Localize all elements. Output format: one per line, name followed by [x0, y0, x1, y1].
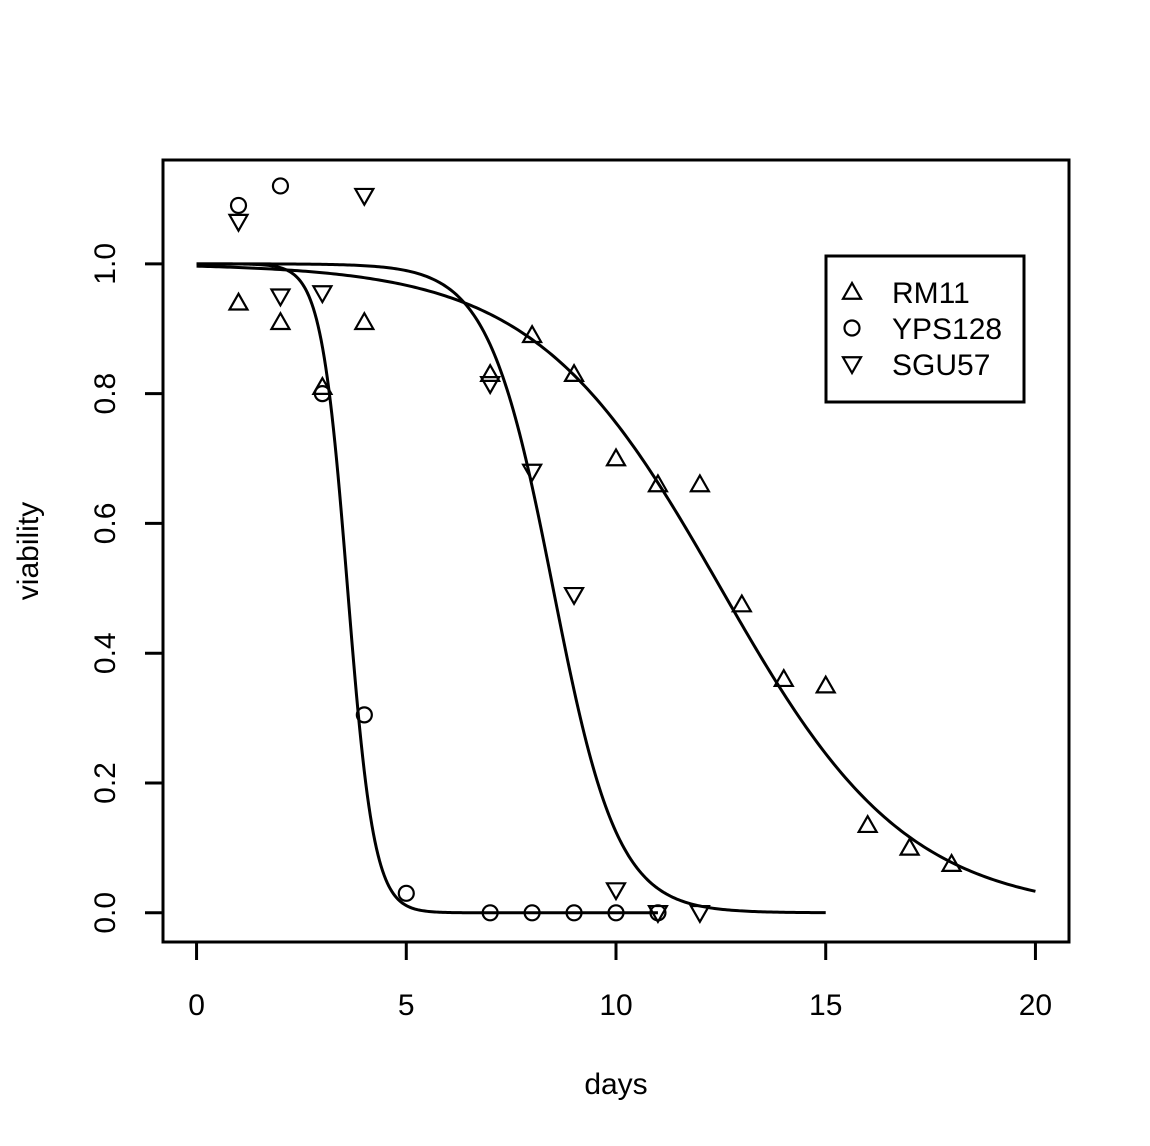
data-point-rm11 — [563, 362, 585, 383]
data-point-rm11 — [479, 362, 502, 383]
data-point-rm11 — [856, 813, 879, 834]
data-point-sgu57 — [353, 187, 376, 207]
data-point-rm11 — [688, 473, 711, 493]
data-point-rm11 — [521, 324, 544, 344]
data-point-sgu57 — [269, 288, 292, 308]
data-point-yps128 — [523, 904, 541, 922]
y-tick-label: 0.4 — [89, 632, 122, 674]
data-point-yps128 — [607, 904, 625, 922]
fit-curve-sgu57 — [196, 262, 826, 915]
data-point-rm11 — [772, 667, 795, 688]
x-tick-label: 20 — [1019, 989, 1052, 1022]
data-point-yps128 — [565, 904, 583, 922]
legend-label-yps128: YPS128 — [892, 313, 1002, 346]
data-point-sgu57 — [521, 463, 544, 483]
x-tick-label: 5 — [398, 989, 415, 1022]
data-point-rm11 — [940, 852, 963, 872]
data-point-sgu57 — [227, 213, 250, 233]
data-point-rm11 — [730, 593, 753, 613]
data-point-sgu57 — [605, 882, 627, 902]
legend-marker-sgu57 — [841, 356, 863, 376]
y-tick-label: 1.0 — [89, 243, 122, 285]
y-tick-label: 0.8 — [89, 373, 122, 415]
data-point-rm11 — [605, 447, 627, 467]
x-tick-label: 0 — [188, 989, 205, 1022]
data-point-rm11 — [814, 674, 837, 694]
data-point-rm11 — [647, 473, 669, 493]
data-point-sgu57 — [563, 586, 585, 607]
data-point-yps128 — [313, 385, 331, 403]
data-point-yps128 — [271, 177, 290, 195]
y-axis-label: viability — [12, 502, 45, 600]
fit-curve-yps128 — [196, 262, 658, 915]
data-point-yps128 — [481, 904, 499, 922]
fit-curve-rm11 — [196, 264, 1036, 893]
data-point-sgu57 — [647, 904, 669, 925]
data-point-sgu57 — [311, 285, 334, 305]
x-tick-label: 10 — [599, 989, 632, 1022]
legend-marker-yps128 — [843, 319, 861, 337]
data-point-rm11 — [353, 311, 376, 331]
data-point-rm11 — [269, 311, 292, 331]
data-point-yps128 — [355, 706, 373, 724]
data-point-yps128 — [397, 884, 415, 902]
legend-label-sgu57: SGU57 — [892, 349, 990, 382]
x-axis-label: days — [584, 1068, 647, 1101]
legend-label-rm11: RM11 — [892, 277, 970, 310]
legend-marker-rm11 — [841, 280, 863, 300]
data-point-sgu57 — [688, 904, 711, 925]
y-axis: 0.0 0.2 0.4 0.6 0.8 1.0 — [89, 243, 165, 934]
x-tick-label: 15 — [809, 989, 842, 1022]
data-point-rm11 — [227, 291, 250, 311]
data-points — [227, 177, 963, 925]
y-tick-label: 0.2 — [89, 762, 122, 804]
y-tick-label: 0.6 — [89, 503, 122, 545]
data-point-yps128 — [229, 196, 248, 215]
data-point-sgu57 — [479, 376, 502, 396]
data-point-rm11 — [311, 375, 334, 395]
data-point-rm11 — [898, 836, 921, 856]
x-axis: 0 5 10 15 20 — [188, 940, 1052, 1022]
y-tick-label: 0.0 — [89, 892, 122, 934]
